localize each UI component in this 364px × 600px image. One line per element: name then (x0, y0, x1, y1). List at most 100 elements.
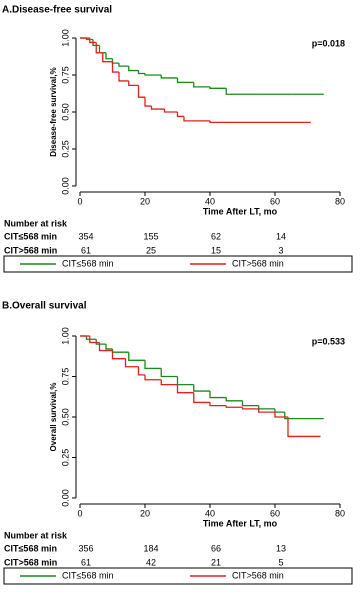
survival-step (258, 408, 275, 413)
legend-box (3, 255, 353, 273)
x-tick-label: 80 (335, 196, 345, 206)
survival-step (85, 336, 97, 340)
survival-step (274, 408, 285, 413)
survival-step (111, 350, 126, 360)
risk-row-name: CIT≤568 min (4, 231, 57, 241)
risk-count: 61 (81, 557, 91, 567)
survival-step (89, 38, 97, 44)
legend-label: CIT>568 min (232, 258, 284, 268)
risk-count: 25 (146, 245, 156, 255)
survival-step (209, 120, 243, 124)
survival-step (258, 405, 275, 410)
survival-step (274, 412, 288, 418)
survival-step (102, 52, 113, 63)
y-tick-label: 0.75 (60, 368, 70, 386)
survival-step (176, 77, 194, 84)
survival-step (98, 342, 113, 352)
y-tick-label: 1.00 (60, 29, 70, 47)
x-tick-label: 60 (270, 508, 280, 518)
survival-step (176, 384, 194, 394)
risk-count: 66 (211, 543, 221, 553)
survival-step (241, 407, 259, 410)
x-tick-label: 40 (205, 508, 215, 518)
survival-step (225, 88, 259, 95)
legend-label: CIT≤568 min (62, 570, 113, 580)
risk-title: Number at risk (4, 218, 68, 228)
legend-label: CIT>568 min (232, 570, 284, 580)
survival-step (284, 412, 324, 420)
risk-row-name: CIT>568 min (4, 245, 57, 255)
x-tick-label: 80 (335, 508, 345, 518)
chart-title: B.Overall survival (2, 301, 87, 312)
x-tick-label: 40 (205, 196, 215, 206)
survival-step (111, 61, 119, 73)
survival-step (128, 80, 139, 87)
survival-step (150, 106, 165, 110)
x-tick-label: 20 (140, 508, 150, 518)
x-tick-label: 0 (77, 196, 82, 206)
survival-step (111, 348, 129, 353)
y-tick-label: 0.50 (60, 408, 70, 426)
x-axis-label: Time After LT, mo (203, 206, 278, 216)
annotation: p=0.533 (312, 336, 345, 346)
y-tick-label: 0.25 (60, 449, 70, 467)
survival-step (225, 405, 243, 408)
survival-step (95, 42, 103, 54)
y-tick-label: 0.50 (60, 103, 70, 121)
y-tick-label: 1.00 (60, 327, 70, 345)
survival-step (209, 402, 227, 407)
survival-step (160, 368, 178, 378)
legend-label: CIT≤568 min (62, 258, 113, 268)
survival-step (144, 97, 152, 107)
survival-step (160, 75, 178, 79)
risk-count: 62 (211, 231, 221, 241)
x-tick-label: 0 (77, 508, 82, 518)
risk-count: 3 (278, 245, 283, 255)
survival-step (111, 58, 119, 64)
survival-step (98, 45, 106, 54)
survival-step (176, 376, 194, 386)
survival-step (124, 358, 139, 368)
survival-step (144, 73, 162, 76)
chart-title: A.Disease-free survival (2, 5, 112, 16)
survival-step (163, 109, 178, 113)
survival-step (176, 112, 184, 118)
x-tick-label: 20 (140, 196, 150, 206)
survival-step (287, 417, 321, 438)
risk-title: Number at risk (4, 530, 68, 540)
risk-count: 21 (211, 557, 221, 567)
survival-step (209, 86, 227, 89)
survival-step (241, 400, 259, 407)
risk-count: 15 (211, 245, 221, 255)
survival-step (128, 352, 145, 361)
risk-count: 184 (143, 543, 158, 553)
survival-step (183, 116, 210, 122)
risk-row-name: CIT≤568 min (4, 543, 57, 553)
risk-row-name: CIT>568 min (4, 557, 57, 567)
annotation: p=0.018 (312, 38, 345, 48)
survival-step (89, 336, 100, 344)
y-axis-label: Overall survival,% (49, 383, 58, 452)
survival-step (92, 39, 100, 47)
risk-count: 356 (78, 543, 93, 553)
risk-count: 155 (143, 231, 158, 241)
risk-count: 61 (81, 245, 91, 255)
risk-count: 42 (146, 557, 156, 567)
survival-step (105, 344, 113, 350)
survival-step (137, 366, 145, 376)
risk-count: 354 (78, 231, 93, 241)
y-tick-label: 0.00 (60, 177, 70, 195)
survival-step (225, 397, 243, 402)
survival-step (118, 72, 129, 82)
risk-count: 14 (276, 231, 286, 241)
survival-step (144, 360, 162, 370)
x-axis-label: Time After LT, mo (203, 518, 278, 528)
survival-step (193, 384, 210, 392)
risk-count: 13 (276, 543, 286, 553)
y-tick-label: 0.25 (60, 140, 70, 158)
y-axis-label: Disease-free survival,% (49, 67, 58, 156)
survival-step (128, 66, 139, 72)
survival-step (137, 85, 145, 98)
survival-step (105, 52, 113, 60)
